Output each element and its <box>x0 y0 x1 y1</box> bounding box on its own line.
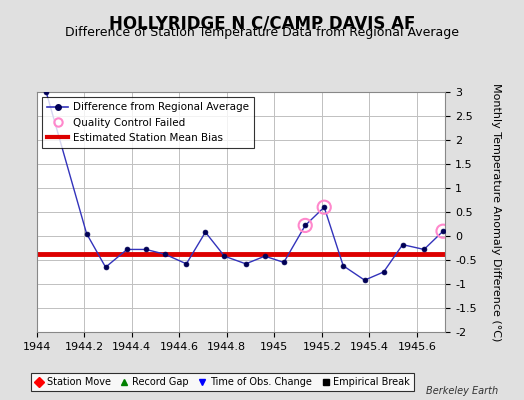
Text: Berkeley Earth: Berkeley Earth <box>425 386 498 396</box>
Point <box>301 222 309 229</box>
Point <box>439 228 447 234</box>
Legend: Difference from Regional Average, Quality Control Failed, Estimated Station Mean: Difference from Regional Average, Qualit… <box>42 97 254 148</box>
Legend: Station Move, Record Gap, Time of Obs. Change, Empirical Break: Station Move, Record Gap, Time of Obs. C… <box>31 373 414 391</box>
Text: HOLLYRIDGE N C/CAMP DAVIS AF: HOLLYRIDGE N C/CAMP DAVIS AF <box>109 14 415 32</box>
Y-axis label: Monthly Temperature Anomaly Difference (°C): Monthly Temperature Anomaly Difference (… <box>490 83 500 341</box>
Point <box>320 204 329 210</box>
Text: Difference of Station Temperature Data from Regional Average: Difference of Station Temperature Data f… <box>65 26 459 39</box>
